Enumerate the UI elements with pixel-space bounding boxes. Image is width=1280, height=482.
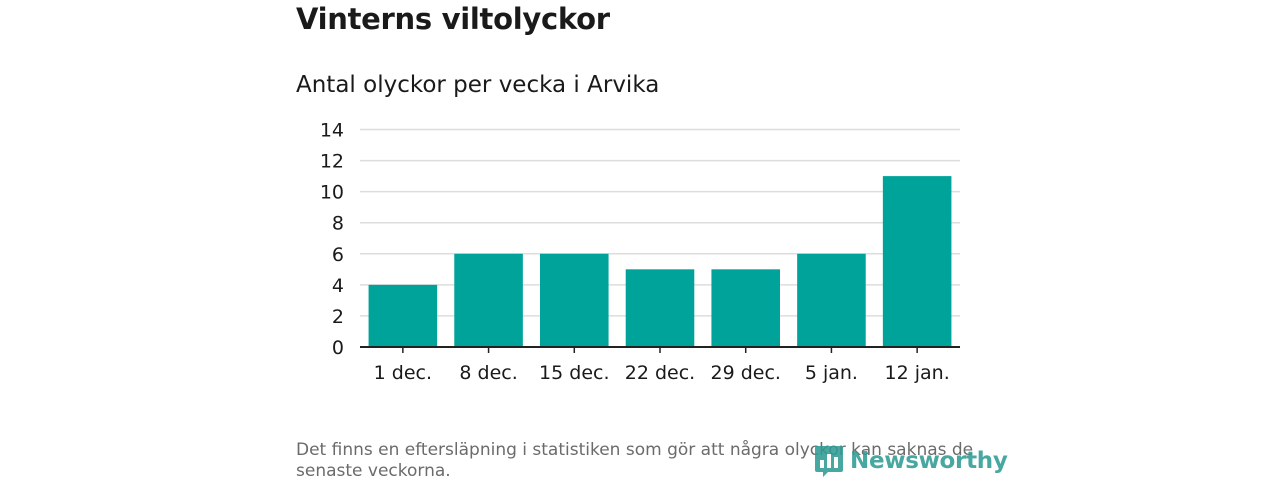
y-tick-label: 6 (332, 244, 344, 266)
bar (454, 253, 523, 347)
bar (368, 284, 438, 347)
y-tick-label: 10 (320, 182, 344, 204)
x-tick-label: 5 jan. (805, 362, 858, 384)
y-tick-label: 12 (320, 151, 344, 173)
bar-chart: 0 2 4 6 8 10 12 14 1 dec. 8 dec. 15 dec. 22 dec. 29 … (320, 120, 960, 384)
x-tick-label: 1 dec. (374, 362, 432, 384)
y-tick-label: 14 (320, 120, 344, 142)
bar (882, 176, 952, 347)
x-tick-label: 29 dec. (710, 362, 780, 384)
newsworthy-logo-text: Newsworthy (850, 448, 1008, 474)
y-tick-label: 4 (332, 275, 344, 297)
chart-title: Vinterns viltolyckor (296, 2, 610, 36)
x-tick-label: 22 dec. (625, 362, 695, 384)
y-tick-label: 0 (332, 337, 344, 359)
x-tick-label: 12 jan. (885, 362, 950, 384)
y-tick-label: 8 (332, 213, 344, 235)
bar (625, 269, 695, 347)
x-tick-label: 15 dec. (539, 362, 609, 384)
newsworthy-logo: Newsworthy (814, 444, 1008, 478)
chart-subtitle: Antal olyckor per vecka i Arvika (296, 72, 660, 98)
footnote: Det finns en eftersläpning i statistiken… (296, 440, 974, 481)
x-tick-label: 8 dec. (459, 362, 517, 384)
bar (797, 253, 866, 347)
newsworthy-logo-icon (815, 446, 843, 477)
bar (540, 253, 609, 347)
bar (711, 269, 780, 347)
y-tick-label: 2 (332, 306, 344, 328)
